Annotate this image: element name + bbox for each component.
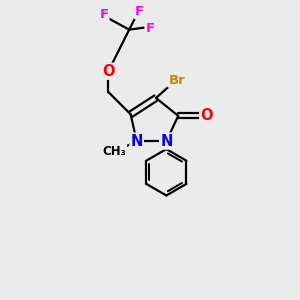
Text: F: F — [146, 22, 154, 34]
Text: O: O — [102, 64, 115, 79]
Text: N: N — [130, 134, 143, 148]
Text: F: F — [99, 8, 109, 21]
Text: O: O — [200, 108, 213, 123]
Text: Br: Br — [168, 74, 185, 87]
Text: N: N — [160, 134, 172, 148]
Text: CH₃: CH₃ — [103, 145, 126, 158]
Text: F: F — [135, 5, 144, 18]
